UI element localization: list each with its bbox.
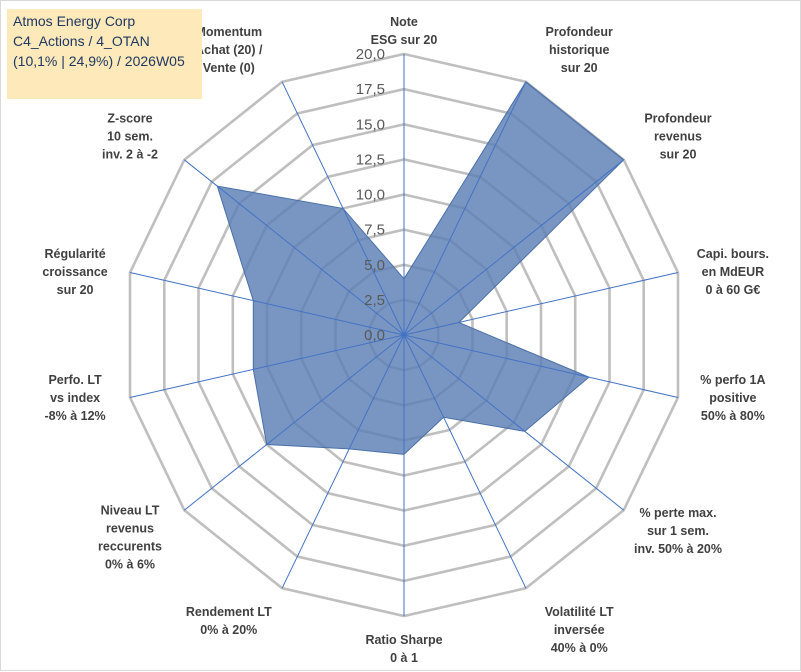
tick-label: 10,0 — [356, 187, 385, 204]
tick-label: 12,5 — [356, 151, 385, 168]
tick-label: 5,0 — [364, 257, 385, 274]
axis-label: Rendement LT 0% à 20% — [186, 605, 272, 637]
tick-label: 0,0 — [364, 327, 385, 344]
axis-label: Profondeur historique sur 20 — [546, 25, 613, 75]
title-line-2: C4_Actions / 4_OTAN — [13, 33, 150, 49]
axis-spoke — [281, 81, 405, 336]
axis-spoke — [129, 272, 405, 336]
axis-spoke — [403, 334, 679, 398]
axis-label: Capi. bours. en MdEUR 0 à 60 G€ — [697, 247, 769, 297]
axis-spoke — [403, 272, 679, 336]
axis-spoke — [129, 334, 405, 398]
title-line-1: Atmos Energy Corp — [13, 13, 136, 29]
tick-label: 15,0 — [356, 116, 385, 133]
tick-label: 20,0 — [356, 46, 385, 63]
axis-spoke — [403, 334, 625, 511]
axis-label: % perte max. sur 1 sem. inv. 50% à 20% — [634, 506, 722, 556]
axis-layer — [129, 54, 679, 616]
axis-label: Niveau LT revenus reccurents 0% à 6% — [98, 503, 162, 571]
chart-title-box: Atmos Energy Corp C4_Actions / 4_OTAN (1… — [7, 9, 202, 99]
axis-spoke — [281, 334, 405, 589]
title-line-3: (10,1% | 24,9%) / 2026W05 — [13, 53, 185, 69]
axis-spoke — [183, 159, 405, 336]
axis-labels: Note ESG sur 20 Profondeur historique sur 20… — [42, 15, 769, 665]
tick-labels: 0,0 2,5 5,0 7,5 10,0 12,5 15,0 17,5 20,0 — [356, 46, 385, 344]
axis-spoke — [403, 81, 527, 336]
axis-spoke — [183, 334, 405, 511]
axis-label: Régularité croissance sur 20 — [42, 247, 107, 297]
axis-spoke — [403, 334, 527, 589]
axis-spoke — [403, 159, 625, 336]
axis-label: Z-score 10 sem. inv. 2 à -2 — [102, 111, 158, 161]
axis-label: Profondeur revenus sur 20 — [644, 111, 711, 161]
axis-label: Note ESG sur 20 — [371, 15, 438, 47]
axis-label: Ratio Sharpe 0 à 1 — [365, 633, 442, 665]
tick-label: 7,5 — [364, 222, 385, 239]
axis-label: Momentum Achat (20) / Vente (0) — [195, 25, 263, 75]
axis-label: Perfo. LT vs index -8% à 12% — [45, 373, 106, 423]
axis-label: Volatilité LT inversée 40% à 0% — [545, 605, 614, 655]
tick-label: 2,5 — [364, 292, 385, 309]
axis-label: % perfo 1A positive 50% à 80% — [700, 373, 765, 423]
tick-label: 17,5 — [356, 81, 385, 98]
